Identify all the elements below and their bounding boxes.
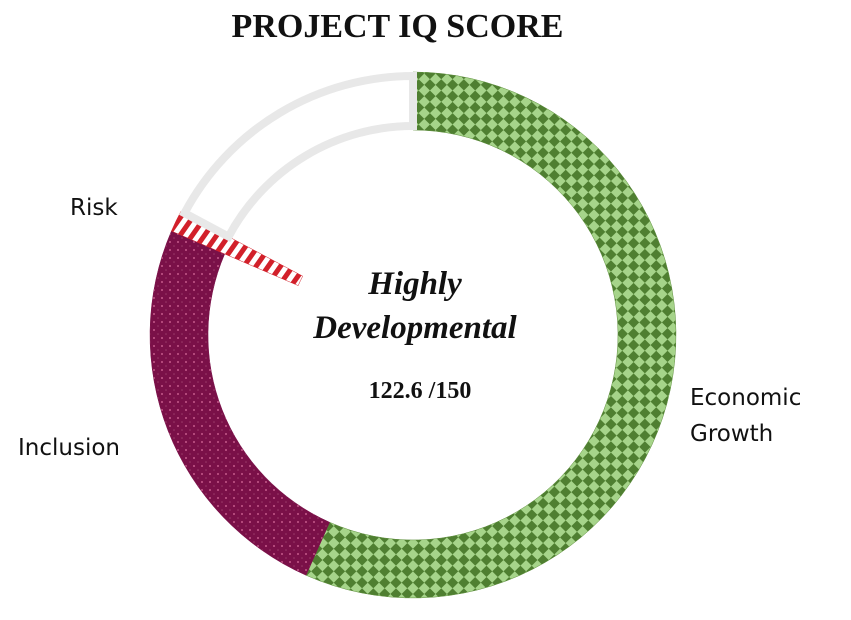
donut-segment [171,210,304,286]
donut-remainder [179,71,417,243]
center-title: Highly Developmental [313,266,517,346]
segment-label: Risk [70,195,118,221]
chart-title: PROJECT IQ SCORE [231,8,564,45]
donut-segment [305,71,677,599]
segment-label: Inclusion [18,435,120,461]
segment-label: Economic Growth [690,385,802,447]
center-value: 122.6 /150 [368,378,472,404]
donut-segment [149,230,330,576]
